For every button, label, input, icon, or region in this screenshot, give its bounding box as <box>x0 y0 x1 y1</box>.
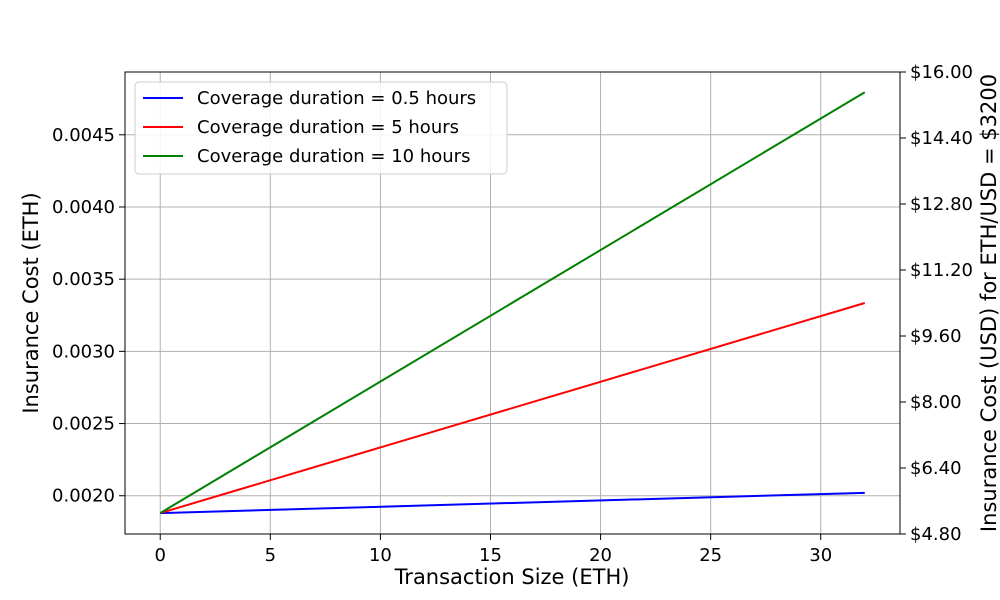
y-tick-label: 0.0045 <box>52 125 115 146</box>
legend: Coverage duration = 0.5 hours Coverage du… <box>134 81 508 175</box>
series-line-1 <box>159 302 866 515</box>
y-axis-ticks: 0.0020 0.0025 0.0030 0.0035 0.0040 0.0045 <box>52 125 125 507</box>
x-tick-label: 20 <box>589 545 612 566</box>
y-tick-label: 0.0025 <box>52 414 115 435</box>
series-lines <box>159 91 866 515</box>
right-y-axis-ticks: $4.80 $6.40 $8.00 $9.60 $11.20 $12.80 $14.40 $1… <box>900 62 973 545</box>
legend-box <box>134 81 508 175</box>
right-y-tick-label: $6.40 <box>910 458 962 479</box>
series-line-0 <box>160 491 865 515</box>
y-tick-label: 0.0035 <box>52 269 115 290</box>
right-y-tick-label: $11.20 <box>910 260 973 281</box>
series-line-2 <box>159 91 866 514</box>
x-tick-label: 15 <box>479 545 502 566</box>
x-axis-label: Transaction Size (ETH) <box>394 565 630 589</box>
y-tick-label: 0.0030 <box>52 341 115 362</box>
right-y-tick-label: $4.80 <box>910 524 962 545</box>
y-tick-label: 0.0040 <box>52 197 115 218</box>
x-tick-label: 30 <box>809 545 832 566</box>
x-tick-label: 5 <box>265 545 276 566</box>
y-axis-label: Insurance Cost (ETH) <box>19 192 43 413</box>
grid <box>125 72 900 534</box>
x-tick-label: 0 <box>155 545 166 566</box>
right-y-tick-label: $8.00 <box>910 392 962 413</box>
right-y-tick-label: $16.00 <box>910 62 973 83</box>
legend-label-2: Coverage duration = 10 hours <box>197 146 470 167</box>
right-y-axis-label: Insurance Cost (USD) for ETH/USD = $3200 <box>977 74 1000 532</box>
x-tick-label: 25 <box>699 545 722 566</box>
right-y-tick-label: $9.60 <box>910 326 962 347</box>
x-axis-ticks: 0 5 10 15 20 25 30 <box>155 534 832 566</box>
right-y-tick-label: $14.40 <box>910 128 973 149</box>
legend-label-0: Coverage duration = 0.5 hours <box>197 88 476 109</box>
legend-label-1: Coverage duration = 5 hours <box>197 117 459 138</box>
right-y-tick-label: $12.80 <box>910 194 973 215</box>
plot-frame <box>124 71 901 535</box>
y-tick-label: 0.0020 <box>52 486 115 507</box>
x-tick-label: 10 <box>369 545 392 566</box>
